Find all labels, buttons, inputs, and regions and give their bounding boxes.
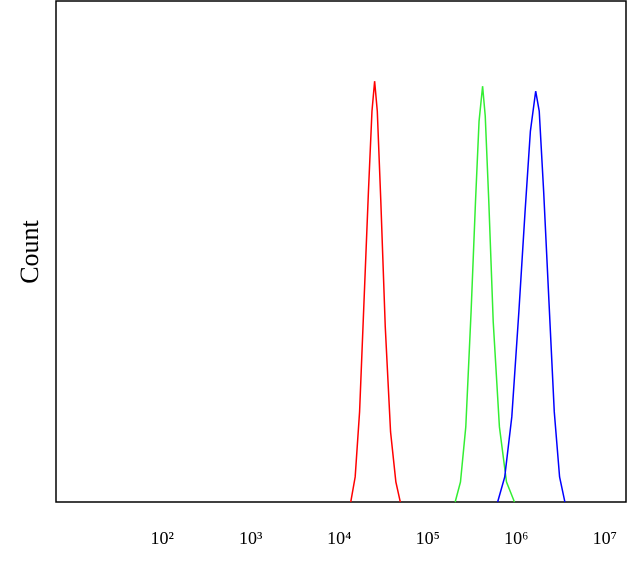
x-tick-label: 10⁶ [504,528,528,548]
x-tick-label: 10² [151,528,174,548]
plot-frame [55,0,627,503]
histogram-curve [350,81,402,503]
x-tick-label: 10³ [239,528,263,548]
x-tick-label: 10⁵ [416,528,440,548]
y-axis-label: Count [15,219,44,283]
histogram-curve [454,86,516,503]
histogram-curve [496,91,566,503]
x-tick-label: 10⁴ [327,528,351,548]
x-tick-label: 10⁷ [593,528,617,548]
